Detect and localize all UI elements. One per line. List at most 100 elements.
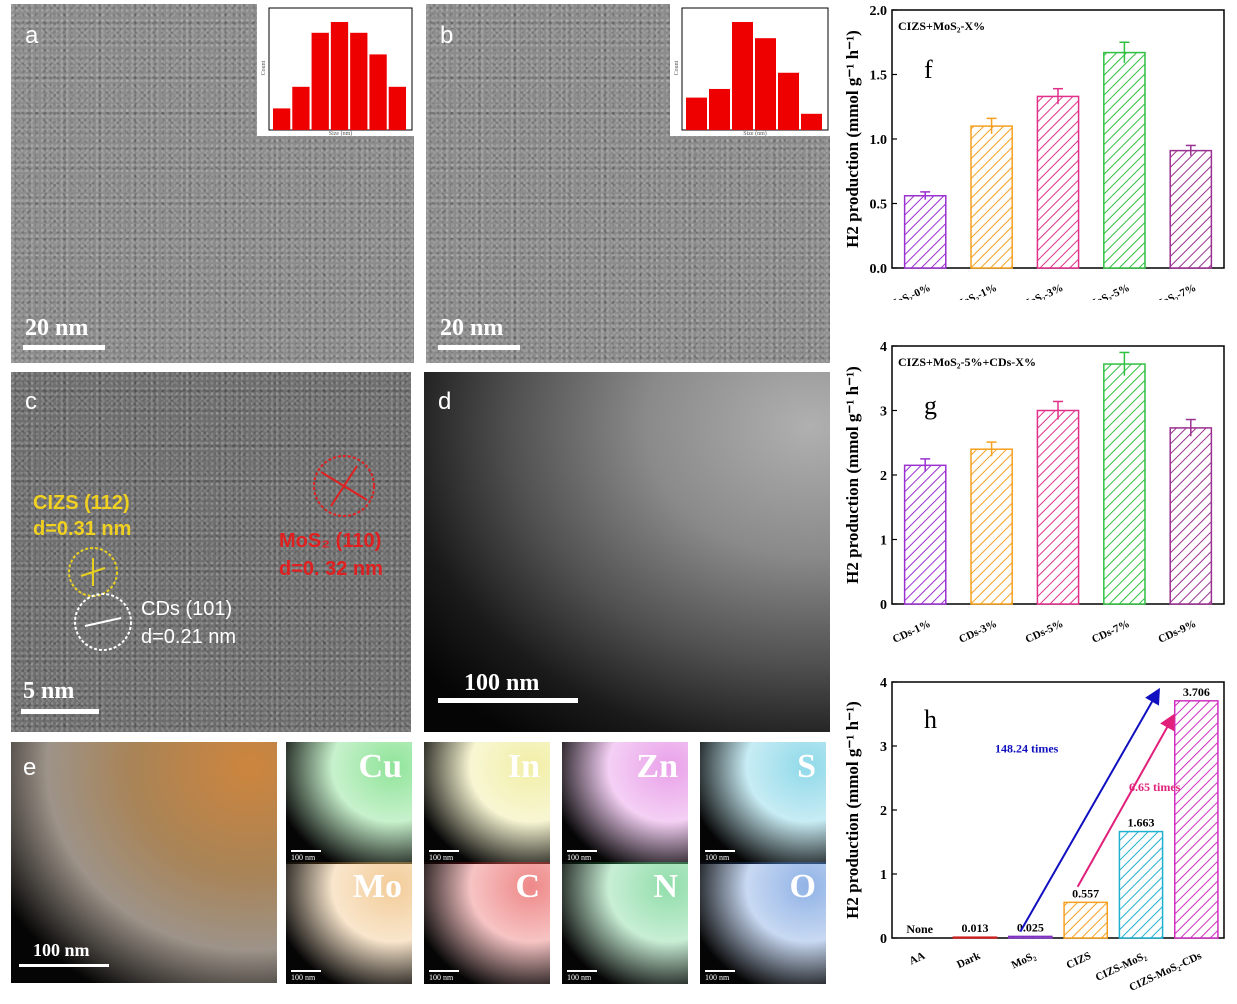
- map-s: S 100 nm: [700, 742, 826, 864]
- y-tick-label: 1.5: [870, 69, 888, 84]
- map-n: N 100 nm: [562, 862, 688, 984]
- x-tick-label: CDs-7%: [1090, 618, 1132, 646]
- value-label: 0.013: [962, 921, 989, 935]
- x-tick-label: CDs-1%: [891, 618, 933, 646]
- panel-c-annotations: [68, 455, 375, 651]
- map-scale-label: 100 nm: [291, 973, 316, 982]
- cds-fringe-circle: [74, 593, 132, 651]
- y-tick-label: 1: [880, 868, 887, 883]
- histogram-bar: [388, 86, 406, 130]
- x-tick-label: MoS₂-3%: [1019, 282, 1065, 300]
- bar: [903, 464, 947, 605]
- panel-e-scale-bar: [19, 964, 109, 967]
- map-scale-label: 100 nm: [429, 853, 454, 862]
- map-element-label: Zn: [636, 748, 678, 785]
- inset-xlabel: Size (nm): [743, 130, 767, 136]
- bar: [1036, 409, 1080, 605]
- annotation-148-times: 148.24 times: [995, 741, 1059, 755]
- panel-d-haadf-image: d 100 nm: [424, 372, 830, 732]
- x-tick-label: MoS₂-7%: [1152, 282, 1198, 300]
- y-axis-label: H2 production (mmol g⁻¹ h⁻¹): [843, 366, 862, 584]
- y-tick-label: 0.0: [870, 262, 888, 277]
- y-tick-label: 2: [880, 804, 887, 819]
- inset-ylabel: Count: [674, 60, 680, 75]
- y-tick-label: 1: [880, 534, 887, 549]
- x-tick-label: MoS₂: [1010, 950, 1039, 972]
- panel-label: g: [924, 391, 937, 420]
- mos2-spacing-label: d=0. 32 nm: [279, 558, 383, 580]
- histogram-bar: [292, 86, 310, 130]
- map-scale-bar: [429, 970, 459, 972]
- chart-title: CIZS+MoS₂-X%: [898, 19, 985, 33]
- map-scale-bar: [705, 970, 735, 972]
- map-scale-label: 100 nm: [705, 853, 730, 862]
- histogram-bar: [686, 97, 707, 130]
- panel-b-inset: Size (nm) Count: [670, 4, 830, 137]
- x-tick-label: Dark: [955, 949, 983, 971]
- y-tick-label: 4: [880, 340, 887, 355]
- map-element-label: C: [515, 868, 540, 905]
- x-tick-label: AA: [907, 950, 927, 968]
- map-scale-bar: [567, 850, 597, 852]
- x-tick-label: MoS₂-1%: [953, 282, 999, 300]
- map-element-label: Mo: [352, 868, 402, 905]
- map-scale-label: 100 nm: [567, 973, 592, 982]
- x-tick-label: CDs-3%: [957, 618, 999, 646]
- histogram-bar: [369, 54, 387, 130]
- bar: [1169, 149, 1213, 269]
- value-label: None: [906, 922, 933, 936]
- panel-b-label: b: [440, 22, 454, 49]
- map-cu: Cu 100 nm: [286, 742, 412, 864]
- mos2-fringe-circle: [313, 455, 375, 517]
- panel-c-scale-bar: [21, 709, 99, 714]
- arrow-6-65-times: [1076, 713, 1175, 888]
- mos2-plane-label: MoS₂ (110): [279, 530, 382, 552]
- value-label: 0.025: [1017, 920, 1044, 934]
- map-o: O 100 nm: [700, 862, 826, 984]
- panel-a-scale-bar: [23, 345, 105, 350]
- bar: [1103, 51, 1146, 269]
- panel-a-tem-image: a Size (nm) Count 20 nm: [11, 4, 414, 363]
- inset-xlabel: Size (nm): [329, 130, 353, 136]
- map-scale-label: 100 nm: [567, 853, 592, 862]
- panel-c-label: c: [25, 388, 37, 415]
- value-label: 3.706: [1183, 685, 1210, 699]
- panel-d-scale-label: 100 nm: [464, 670, 540, 696]
- map-scale-label: 100 nm: [291, 853, 316, 862]
- map-scale-bar: [567, 970, 597, 972]
- cds-spacing-label: d=0.21 nm: [141, 626, 237, 648]
- panel-a-label: a: [25, 22, 39, 49]
- map-scale-label: 100 nm: [429, 973, 454, 982]
- map-scale-bar: [705, 850, 735, 852]
- annotation-6-65-times: 6.65 times: [1129, 780, 1181, 794]
- y-tick-label: 0.5: [870, 198, 888, 213]
- inset-ylabel: Count: [261, 60, 267, 75]
- panel-label: f: [924, 55, 933, 84]
- panel-e-eds-overlay: e 100 nm: [11, 742, 277, 983]
- y-tick-label: 0: [880, 598, 887, 613]
- panel-e-scale-label: 100 nm: [33, 940, 90, 960]
- histogram-bar: [330, 22, 349, 130]
- x-tick-label: MoS₂-0%: [886, 282, 932, 300]
- histogram-bar: [273, 108, 291, 130]
- histogram-bar: [709, 88, 730, 130]
- map-in: In 100 nm: [424, 742, 550, 864]
- chart-title: CIZS+MoS₂-5%+CDs-X%: [898, 355, 1036, 369]
- histogram-bar: [732, 22, 753, 130]
- bar: [903, 195, 947, 269]
- map-element-label: S: [797, 748, 816, 785]
- map-mo: Mo 100 nm: [286, 862, 412, 984]
- bar: [970, 125, 1013, 269]
- y-axis-label: H2 production (mmol g⁻¹ h⁻¹): [843, 701, 862, 919]
- y-tick-label: 2.0: [870, 4, 888, 19]
- y-tick-label: 2: [880, 469, 887, 484]
- panel-c-scale-label: 5 nm: [23, 678, 75, 704]
- bar: [1174, 700, 1219, 939]
- map-element-label: O: [789, 868, 816, 905]
- map-element-label: Cu: [358, 748, 402, 785]
- x-tick-label: MoS₂-5%: [1085, 282, 1131, 300]
- bar: [1103, 363, 1146, 605]
- histogram-bar: [311, 32, 329, 130]
- map-element-label: N: [653, 868, 678, 905]
- panel-e-label: e: [23, 754, 37, 781]
